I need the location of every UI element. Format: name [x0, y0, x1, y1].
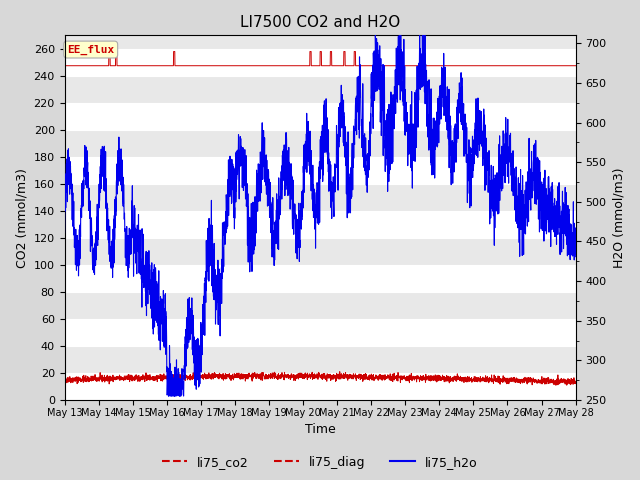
Bar [65, 346, 575, 373]
Bar [65, 76, 575, 103]
Bar [65, 130, 575, 157]
Bar [65, 184, 575, 211]
Bar [65, 319, 575, 346]
Title: LI7500 CO2 and H2O: LI7500 CO2 and H2O [240, 15, 400, 30]
Bar [65, 373, 575, 400]
Bar [65, 157, 575, 184]
Y-axis label: H2O (mmol/m3): H2O (mmol/m3) [612, 168, 625, 268]
Bar [65, 103, 575, 130]
Bar [65, 238, 575, 265]
Bar [65, 265, 575, 292]
Legend: li75_co2, li75_diag, li75_h2o: li75_co2, li75_diag, li75_h2o [157, 451, 483, 474]
Text: EE_flux: EE_flux [67, 45, 115, 55]
Bar [65, 211, 575, 238]
X-axis label: Time: Time [305, 423, 335, 436]
Bar [65, 49, 575, 76]
Bar [65, 292, 575, 319]
Y-axis label: CO2 (mmol/m3): CO2 (mmol/m3) [15, 168, 28, 268]
